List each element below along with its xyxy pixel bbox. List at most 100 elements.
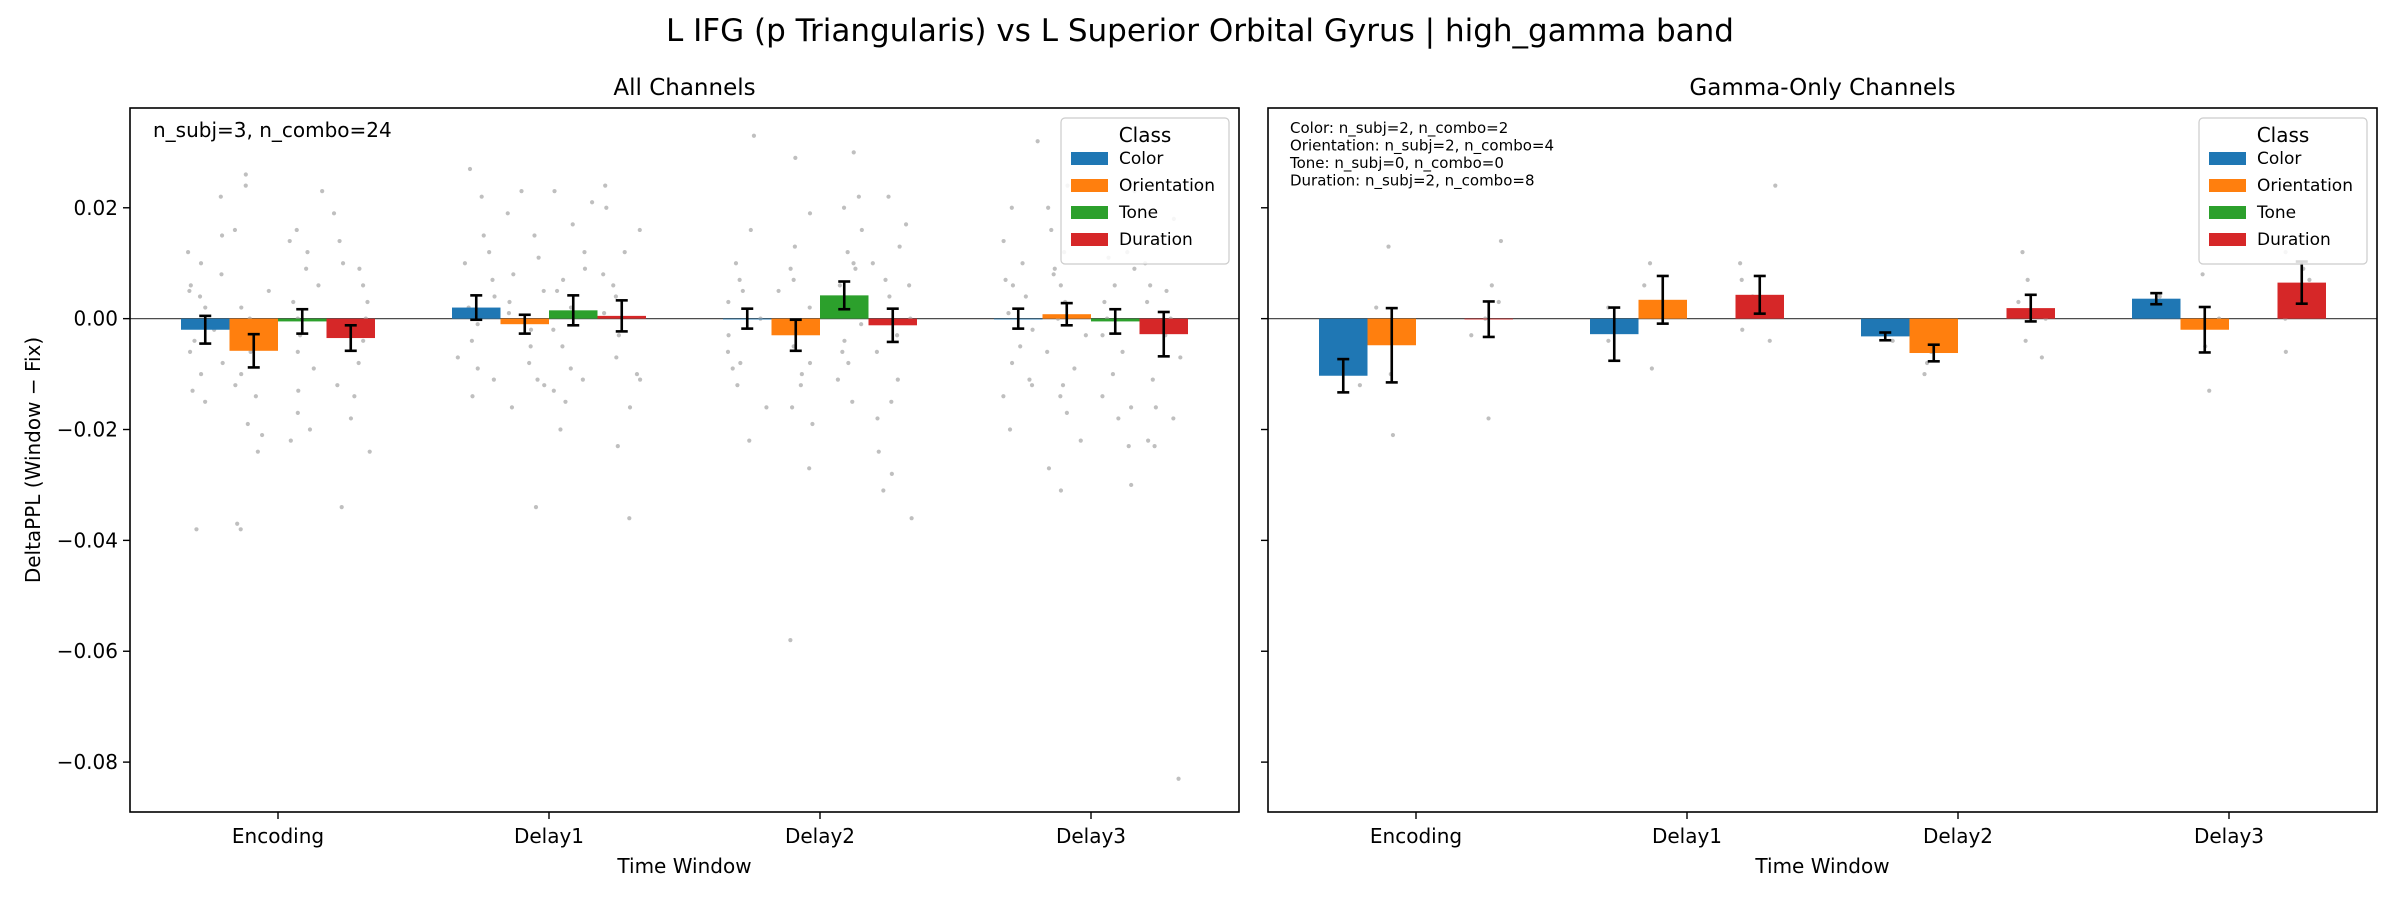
data-point-delay2-duration	[886, 194, 891, 199]
data-point-delay1-color	[491, 377, 496, 382]
data-point-delay1-duration	[613, 294, 618, 299]
data-point-delay2-duration	[889, 471, 894, 476]
data-point-delay2-color	[725, 349, 731, 355]
data-point-delay2-duration	[889, 399, 894, 404]
data-point-delay1-duration	[603, 183, 608, 188]
data-point-delay3-tone	[1112, 283, 1117, 288]
data-point-delay3-color	[1030, 327, 1035, 332]
data-point-encoding-tone	[296, 388, 301, 393]
data-point-delay1-tone	[552, 189, 557, 194]
data-point-delay2-tone	[850, 399, 855, 404]
x-tick-label: Encoding	[1370, 824, 1462, 848]
data-point-encoding-orientation	[266, 288, 271, 294]
data-point-delay3-tone	[1100, 333, 1105, 338]
data-point-delay2-duration	[883, 277, 888, 282]
data-point-delay2-duration	[2023, 338, 2028, 343]
data-point-delay2-tone	[853, 266, 858, 271]
data-point-encoding-duration	[1498, 238, 1504, 244]
data-point-encoding-duration	[331, 211, 337, 216]
data-point-delay2-orientation	[807, 466, 812, 471]
data-point-delay3-tone	[1116, 416, 1121, 421]
data-point-encoding-tone	[304, 266, 309, 271]
data-point-delay3-orientation	[1072, 366, 1077, 371]
data-point-delay2-tone	[842, 338, 847, 343]
data-point-delay2-duration	[887, 294, 892, 299]
data-point-delay3-tone	[1120, 349, 1125, 355]
data-point-delay1-duration	[1738, 261, 1743, 266]
data-point-encoding-color	[185, 250, 191, 255]
data-point-encoding-orientation	[260, 432, 265, 438]
data-point-delay3-color	[1009, 205, 1014, 210]
data-point-delay1-orientation	[528, 344, 533, 349]
data-point-delay3-orientation	[1083, 333, 1088, 338]
x-axis-label: Time Window	[1754, 854, 1889, 878]
data-point-encoding-tone	[311, 366, 316, 371]
data-point-delay1-color	[470, 394, 475, 399]
data-point-delay2-tone	[859, 227, 864, 233]
data-point-encoding-duration	[361, 338, 366, 343]
panel-all-channels: 0.02 0.00 −0.02 −0.04 −0.06 −0.08 Encoding Dela…	[21, 75, 1240, 878]
data-point-encoding-tone	[295, 410, 300, 415]
data-point-delay2-orientation	[789, 405, 795, 410]
data-point-delay1-color	[487, 250, 492, 255]
data-point-encoding-duration	[357, 266, 362, 271]
data-point-delay1-color	[462, 261, 468, 266]
data-point-delay3-tone	[1128, 405, 1134, 410]
data-point-delay1-duration	[604, 205, 609, 210]
legend-swatch-tone	[1071, 206, 1108, 219]
data-point-delay3-duration	[1164, 288, 1169, 294]
data-point-delay3-tone	[1132, 266, 1137, 271]
data-point-delay1-orientation	[509, 405, 515, 410]
data-point-delay1-orientation	[1647, 261, 1653, 266]
data-point-delay2-duration	[876, 449, 881, 454]
data-point-delay1-tone	[551, 327, 556, 332]
x-tick-label: Delay3	[2194, 824, 2264, 848]
bar-delay3-color	[2132, 298, 2181, 319]
data-point-delay2-orientation	[792, 244, 797, 249]
legend-swatch-duration	[1071, 233, 1108, 246]
data-point-delay3-orientation	[1049, 227, 1054, 233]
data-point-delay1-tone	[563, 399, 568, 404]
data-point-delay1-orientation	[536, 255, 541, 260]
data-point-delay1-orientation	[519, 189, 524, 194]
data-point-delay2-duration	[874, 349, 880, 355]
data-point-encoding-color	[194, 527, 199, 532]
data-point-encoding-color	[1357, 383, 1362, 388]
data-point-encoding-color	[198, 261, 204, 266]
data-point-encoding-color	[198, 371, 204, 377]
x-tick-label: Encoding	[232, 824, 324, 848]
data-point-delay1-duration	[637, 377, 643, 382]
legend-swatch-color	[2209, 152, 2246, 165]
data-point-encoding-duration	[340, 261, 346, 266]
data-point-encoding-orientation	[239, 305, 244, 310]
data-point-delay3-tone	[1110, 371, 1116, 377]
data-point-delay3-color	[1003, 277, 1008, 282]
y-tick-label: 0.02	[73, 196, 118, 220]
data-point-delay2-tone	[851, 261, 856, 266]
data-point-encoding-tone	[295, 349, 300, 355]
data-point-delay3-color	[1027, 377, 1032, 382]
data-point-delay1-tone	[582, 250, 587, 255]
legend-label-duration: Duration	[2257, 230, 2331, 250]
legend-swatch-duration	[2209, 233, 2246, 246]
data-point-delay3-color	[1006, 311, 1011, 316]
annotation-text: Color: n_subj=2, n_combo=2	[1290, 119, 1508, 138]
data-point-delay3-orientation	[1052, 266, 1057, 271]
data-point-delay3-color	[1009, 360, 1015, 366]
data-point-delay3-duration	[1171, 416, 1176, 421]
legend-title: Class	[1119, 123, 1172, 147]
figure-title: L IFG (p Triangularis) vs L Superior Orb…	[666, 13, 1734, 49]
data-point-delay2-duration	[2025, 277, 2030, 282]
data-point-encoding-tone	[291, 299, 296, 305]
data-point-delay3-color	[1007, 427, 1013, 432]
data-point-encoding-orientation	[243, 183, 248, 188]
data-point-delay2-color	[735, 383, 740, 388]
data-point-delay1-tone	[558, 427, 563, 432]
data-point-encoding-duration	[1486, 416, 1491, 421]
data-point-encoding-tone	[320, 189, 325, 194]
data-point-delay2-color	[726, 333, 731, 338]
data-point-delay2-duration	[907, 283, 912, 288]
data-point-encoding-tone	[288, 438, 293, 443]
data-point-delay2-tone	[841, 205, 847, 210]
